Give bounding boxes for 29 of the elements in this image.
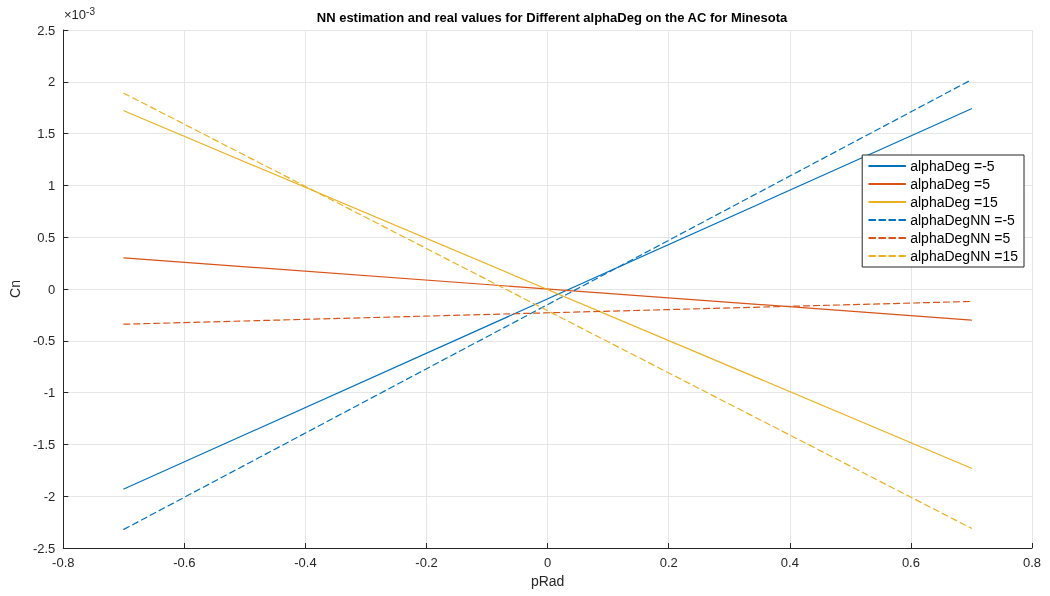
y-tick-label: -2 [43, 488, 56, 504]
y-tick-label: 1.5 [37, 126, 56, 142]
y-tick-label: 2.5 [37, 22, 56, 38]
y-tick-label: 1 [48, 177, 56, 193]
legend-label: alphaDeg =5 [910, 176, 991, 192]
x-tick-label: 0.4 [780, 555, 799, 570]
y-tick-label: 0 [48, 281, 56, 297]
x-axis-title: pRad [530, 573, 565, 589]
y-tick-label: -1.5 [32, 436, 56, 452]
x-tick-label: -0.2 [415, 555, 438, 570]
x-tick-label: 0.8 [1022, 555, 1042, 570]
y-tick-label: 2 [48, 74, 56, 90]
x-tick-label: -0.4 [294, 555, 317, 570]
y-tick-label: -0.5 [32, 333, 56, 349]
y-axis-title: Cn [7, 280, 23, 298]
x-tick-label: -0.8 [52, 555, 75, 570]
legend-label: alphaDeg =-5 [910, 158, 995, 174]
legend-label: alphaDeg =15 [910, 194, 998, 210]
x-tick-label: -0.6 [173, 555, 196, 570]
legend-label: alphaDegNN =15 [910, 248, 1019, 264]
legend-label: alphaDegNN =-5 [910, 212, 1016, 228]
x-tick-label: 0 [544, 555, 552, 570]
y-tick-label: 0.5 [37, 229, 56, 245]
x-tick-label: 0.2 [659, 555, 678, 570]
legend-label: alphaDegNN =5 [910, 230, 1011, 246]
y-tick-label: -1 [43, 385, 56, 401]
y-tick-label: -2.5 [32, 540, 56, 556]
chart-title: NN estimation and real values for Different alphaDeg on the AC for Minesota [316, 10, 789, 25]
x-tick-label: 0.6 [901, 555, 920, 570]
